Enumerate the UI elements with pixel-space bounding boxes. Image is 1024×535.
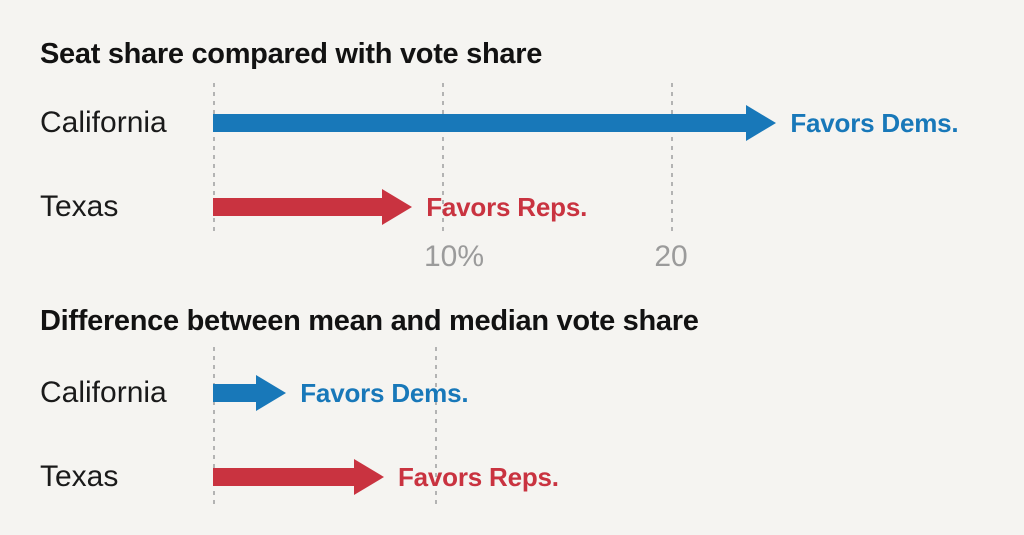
row-label-texas: Texas [40, 460, 119, 493]
arrow-shaft [213, 114, 747, 132]
chart-title: Difference between mean and median vote … [40, 305, 699, 337]
arrow-head [382, 189, 413, 225]
gridline [213, 347, 215, 507]
favors-annotation: Favors Dems. [300, 378, 469, 408]
arrow-head [746, 105, 777, 141]
arrow-head [256, 375, 287, 411]
gridline [671, 83, 673, 235]
chart-title: Seat share compared with vote share [40, 38, 543, 70]
axis-tick-label: 20 [654, 240, 688, 273]
gridline [442, 83, 444, 235]
favors-annotation: Favors Reps. [426, 192, 588, 222]
row-label-california: California [40, 376, 167, 409]
row-label-texas: Texas [40, 190, 119, 223]
arrow-head [353, 459, 384, 495]
gridline [435, 347, 437, 507]
arrow-shaft [213, 198, 383, 216]
axis-tick-label: 10% [423, 240, 485, 273]
row-label-california: California [40, 106, 167, 139]
arrow-shaft [213, 384, 257, 402]
favors-annotation: Favors Reps. [397, 462, 559, 492]
arrow-shaft [213, 468, 354, 486]
favors-annotation: Favors Dems. [790, 108, 959, 138]
gridline [213, 83, 215, 235]
